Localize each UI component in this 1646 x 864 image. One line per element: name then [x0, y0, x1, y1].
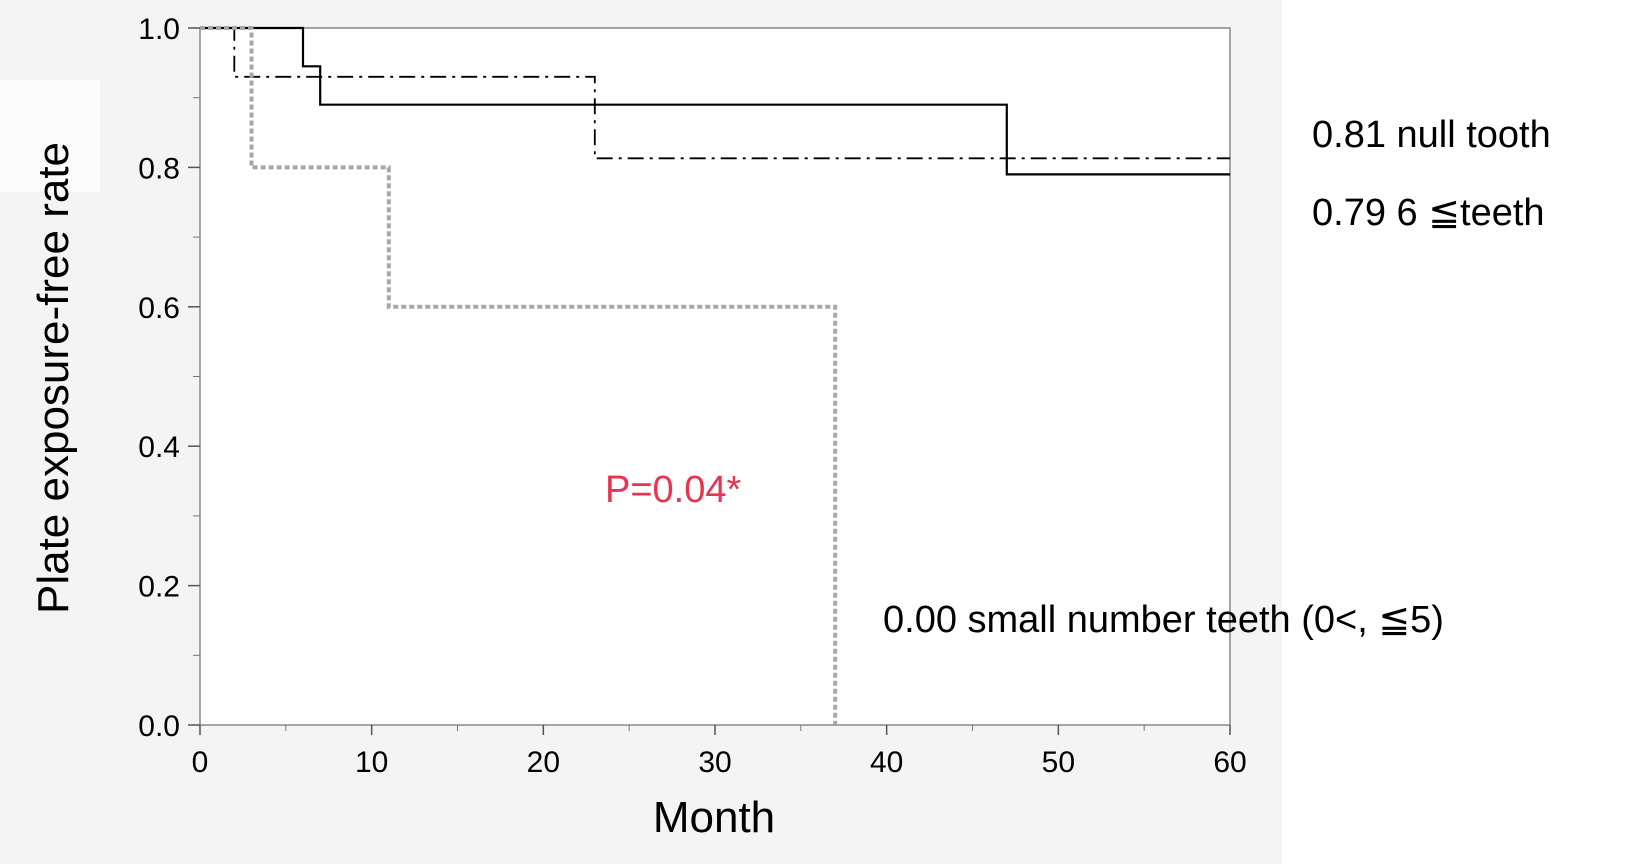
y-tick-label: 0.4 — [138, 431, 180, 464]
series-group — [200, 26, 1230, 725]
x-axis-title: Month — [653, 793, 775, 842]
plot-area — [199, 27, 1231, 726]
x-tick-label: 30 — [698, 746, 731, 779]
y-tick-label: 0.2 — [138, 571, 180, 604]
x-tick-label: 10 — [355, 746, 388, 779]
series-line-small-number-teeth — [200, 26, 838, 725]
y-tick-label: 1.0 — [138, 13, 180, 46]
series-line-six-teeth — [200, 26, 1230, 176]
y-axis-title: Plate exposure-free rate — [29, 142, 78, 614]
label-backdrop — [0, 80, 100, 192]
x-tick-label: 20 — [527, 746, 560, 779]
x-tick-label: 50 — [1042, 746, 1075, 779]
series-label-null-tooth: 0.81 null tooth — [1312, 114, 1551, 156]
y-tick-label: 0.6 — [138, 292, 180, 325]
x-tick-label: 40 — [870, 746, 903, 779]
series-line-null-tooth — [200, 27, 1230, 160]
series-label-small-number-teeth: 0.00 small number teeth (0<, ≦5) — [883, 599, 1444, 641]
x-tick-label: 0 — [192, 746, 209, 779]
p-value-annotation: P=0.04* — [605, 469, 741, 511]
x-tick-label: 60 — [1213, 746, 1246, 779]
y-tick-label: 0.8 — [138, 152, 180, 185]
series-label-six-teeth: 0.79 6 ≦teeth — [1312, 192, 1545, 234]
y-tick-label: 0.0 — [138, 710, 180, 743]
axis-ticks: 0 10 20 30 40 50 60 0.0 0.2 0.4 0.6 0.8 1.0 — [138, 13, 1246, 779]
